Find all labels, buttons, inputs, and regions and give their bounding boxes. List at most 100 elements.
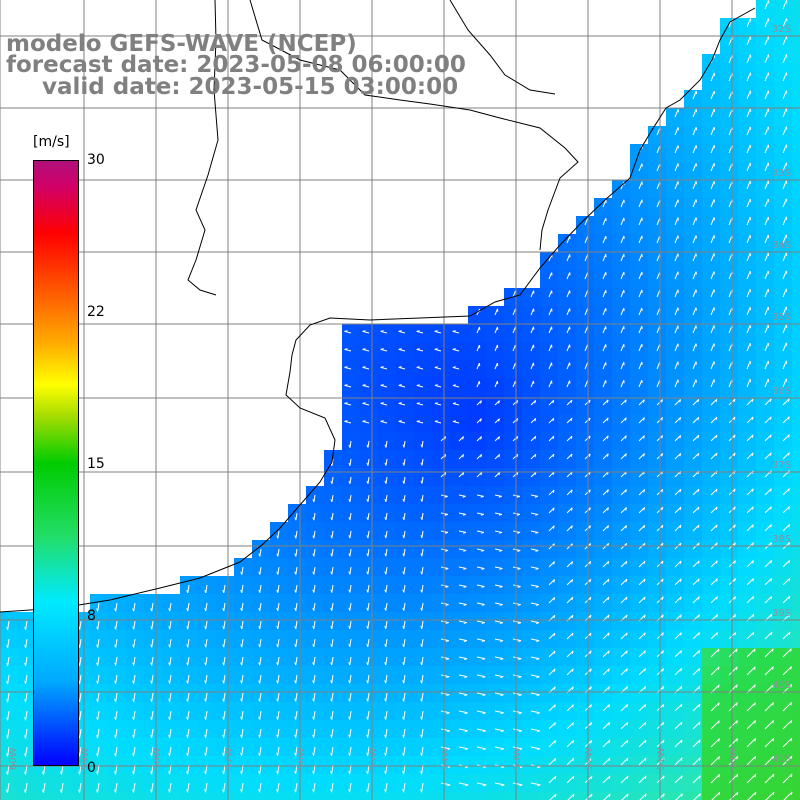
wind-arrow-head bbox=[697, 542, 700, 546]
wind-arrow bbox=[458, 710, 468, 714]
wind-arrow bbox=[764, 416, 772, 424]
wind-arrow bbox=[764, 0, 769, 10]
wind-arrow-head bbox=[554, 740, 557, 744]
wind-arrow-head bbox=[276, 789, 279, 793]
wind-arrow bbox=[115, 746, 118, 757]
wind-arrow-head bbox=[643, 632, 646, 636]
wind-arrow bbox=[43, 764, 46, 775]
wind-arrow bbox=[638, 379, 643, 388]
wind-arrow bbox=[494, 436, 500, 442]
lon-label: 59W bbox=[80, 747, 91, 770]
wind-arrow-head bbox=[790, 648, 792, 652]
wind-arrow bbox=[602, 453, 609, 460]
wind-arrow-head bbox=[445, 586, 449, 588]
wind-arrow bbox=[133, 620, 136, 630]
wind-arrow bbox=[331, 584, 334, 593]
wind-arrow bbox=[385, 674, 388, 684]
wind-arrow bbox=[421, 764, 424, 775]
wind-arrow bbox=[656, 253, 661, 262]
wind-arrow-head bbox=[312, 535, 315, 539]
wind-arrow-head bbox=[752, 596, 755, 600]
wind-arrow-head bbox=[204, 662, 207, 666]
wind-arrow-head bbox=[516, 400, 519, 404]
wind-cell bbox=[792, 666, 800, 684]
wind-arrow bbox=[476, 380, 480, 388]
wind-arrow bbox=[115, 728, 118, 739]
wind-arrow bbox=[43, 782, 46, 793]
wind-arrow bbox=[349, 692, 352, 702]
wind-cell bbox=[792, 594, 800, 612]
wind-arrow bbox=[710, 126, 715, 136]
wind-arrow bbox=[746, 452, 754, 460]
wind-arrow bbox=[512, 436, 518, 442]
wind-arrow bbox=[115, 638, 118, 648]
wind-arrow-head bbox=[644, 668, 646, 672]
wind-arrow bbox=[548, 740, 556, 748]
wind-cell bbox=[126, 792, 144, 800]
wind-arrow-head bbox=[607, 650, 610, 654]
wind-arrow-head bbox=[384, 716, 387, 720]
wind-arrow-head bbox=[787, 416, 790, 420]
wind-arrow bbox=[566, 272, 571, 280]
wind-arrow bbox=[223, 638, 226, 648]
wind-arrow bbox=[746, 108, 751, 118]
wind-arrow bbox=[530, 728, 540, 732]
wind-arrow bbox=[494, 418, 500, 424]
wind-arrow bbox=[638, 271, 643, 280]
wind-arrow-head bbox=[276, 571, 279, 575]
country-border bbox=[187, 0, 579, 296]
wind-arrow-head bbox=[500, 730, 504, 733]
wind-arrow-head bbox=[384, 771, 387, 775]
wind-arrow bbox=[548, 399, 555, 406]
wind-arrow-head bbox=[662, 793, 665, 797]
wind-arrow-head bbox=[445, 604, 449, 606]
wind-arrow bbox=[530, 530, 539, 533]
wind-arrow-head bbox=[518, 658, 522, 661]
wind-arrow bbox=[169, 710, 172, 720]
wind-arrow bbox=[512, 418, 518, 424]
wind-arrow bbox=[79, 782, 82, 793]
wind-arrow bbox=[710, 235, 715, 244]
wind-cell bbox=[792, 684, 800, 702]
wind-arrow bbox=[728, 702, 738, 712]
wind-arrow bbox=[349, 746, 352, 756]
wind-arrow-head bbox=[398, 402, 402, 404]
wind-arrow-head bbox=[344, 330, 348, 332]
wind-arrow bbox=[295, 620, 298, 629]
wind-arrow bbox=[79, 764, 82, 775]
wind-arrow bbox=[782, 360, 787, 370]
wind-arrow-head bbox=[452, 348, 456, 350]
wind-arrow bbox=[313, 584, 316, 593]
wind-arrow bbox=[380, 366, 388, 370]
wind-arrow-head bbox=[679, 453, 682, 457]
wind-arrow-head bbox=[276, 680, 279, 684]
wind-arrow-head bbox=[517, 622, 522, 624]
wind-arrow bbox=[764, 198, 769, 208]
wind-arrow bbox=[313, 512, 316, 521]
wind-arrow bbox=[398, 420, 406, 424]
wind-arrow bbox=[205, 638, 208, 648]
wind-arrow-head bbox=[276, 644, 279, 648]
wind-arrow bbox=[421, 530, 424, 539]
wind-arrow bbox=[620, 757, 629, 766]
wind-arrow bbox=[584, 326, 589, 334]
wind-arrow-head bbox=[366, 625, 369, 629]
wind-arrow bbox=[362, 402, 370, 406]
wind-cell bbox=[180, 792, 198, 800]
wind-arrow bbox=[331, 674, 334, 684]
wind-arrow-head bbox=[114, 626, 117, 630]
wind-arrow-head bbox=[132, 734, 135, 739]
lat-label: 36S bbox=[772, 386, 791, 397]
wind-arrow bbox=[277, 674, 280, 684]
wind-arrow-head bbox=[312, 625, 315, 630]
wind-arrow bbox=[548, 435, 555, 442]
wind-cell bbox=[432, 792, 450, 800]
wind-arrow-head bbox=[60, 771, 63, 775]
wind-arrow-head bbox=[78, 789, 81, 793]
wind-arrow bbox=[313, 602, 316, 611]
colorbar-unit: [m/s] bbox=[33, 134, 70, 150]
wind-arrow bbox=[205, 674, 208, 684]
wind-arrow-head bbox=[535, 568, 539, 570]
wind-arrow-head bbox=[788, 506, 791, 510]
